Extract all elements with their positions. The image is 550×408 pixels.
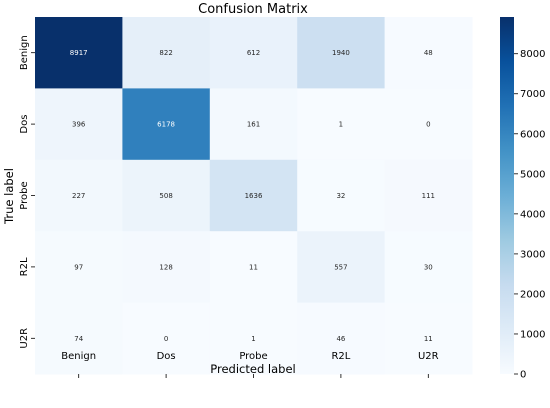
cell-value-label: 46 (336, 335, 345, 343)
heatmap-cell (209, 302, 298, 375)
heatmap-cell (122, 302, 211, 375)
cell-value-label: 11 (424, 335, 433, 343)
heatmap-cell (209, 159, 298, 232)
colorbar-tick-label: 0 (520, 370, 526, 381)
heatmap-cell (297, 302, 386, 375)
x-tick-label: U2R (418, 351, 439, 362)
x-tick-label: Probe (239, 351, 267, 362)
y-tick-label: R2L (19, 257, 30, 276)
colorbar-tick-label: 6000 (520, 129, 545, 140)
heatmap-cell (35, 231, 123, 304)
cell-value-label: 227 (72, 192, 85, 200)
heatmap-cell (297, 88, 386, 161)
heatmap-cell (209, 231, 298, 304)
cell-value-label: 557 (334, 263, 347, 271)
cell-value-label: 11 (249, 263, 258, 271)
colorbar-tick-label: 7000 (520, 89, 545, 100)
cell-value-label: 1636 (245, 192, 263, 200)
cell-value-label: 1940 (332, 49, 350, 57)
heatmap-cell (209, 88, 298, 161)
cell-value-label: 1 (251, 335, 255, 343)
cell-value-label: 111 (422, 192, 435, 200)
chart-title: Confusion Matrix (198, 2, 308, 17)
y-axis-label: True label (2, 168, 16, 225)
colorbar-tick-label: 2000 (520, 289, 545, 300)
heatmap-cell (122, 17, 211, 89)
y-tick-label: Probe (19, 181, 30, 209)
cell-value-label: 508 (159, 192, 172, 200)
heatmap-cell (297, 231, 386, 304)
cell-value-label: 8917 (70, 49, 88, 57)
y-tick-label: Dos (19, 115, 30, 134)
y-tick-label: Benign (19, 35, 30, 70)
cell-value-label: 32 (336, 192, 345, 200)
cell-value-label: 97 (74, 263, 83, 271)
heatmap-cell (35, 88, 123, 161)
y-tick-label: U2R (19, 328, 30, 349)
heatmap-cell (122, 159, 211, 232)
heatmap-cell (384, 302, 473, 375)
colorbar-tick-label: 5000 (520, 169, 545, 180)
heatmap-cell (297, 17, 386, 89)
cell-value-label: 128 (159, 263, 172, 271)
heatmap-cell (297, 159, 386, 232)
heatmap-cell (122, 231, 211, 304)
cell-value-label: 1 (339, 121, 343, 129)
heatmap-cell (209, 17, 298, 89)
colorbar-tick-label: 3000 (520, 249, 545, 260)
cell-value-label: 0 (164, 335, 168, 343)
cell-value-label: 822 (159, 49, 172, 57)
cell-value-label: 396 (72, 121, 86, 129)
heatmap-cell (384, 159, 473, 232)
x-tick-label: Dos (157, 351, 176, 362)
cell-value-label: 0 (426, 121, 430, 129)
heatmap-cell (384, 17, 473, 89)
cell-value-label: 6178 (157, 121, 175, 129)
colorbar-tick-label: 8000 (520, 49, 545, 60)
x-tick-label: R2L (331, 351, 350, 362)
colorbar-tick-label: 1000 (520, 329, 545, 340)
x-axis-ticks: Benign Dos Probe R2L U2R (61, 351, 439, 378)
heatmap-cell (384, 88, 473, 161)
cell-value-label: 30 (424, 263, 433, 271)
colorbar-tick-label: 4000 (520, 209, 545, 220)
cell-value-label: 612 (247, 49, 260, 57)
heatmap-cell (122, 88, 211, 161)
y-axis-ticks: Benign Dos Probe R2L U2R (19, 35, 35, 349)
x-tick-label: Benign (61, 351, 96, 362)
cell-value-label: 48 (424, 49, 433, 57)
heatmap-cell (35, 302, 123, 375)
heatmap-cells: 8917 822 612 1940 48 396 6178 161 1 0 227 508 1636 32… (35, 17, 473, 375)
heatmap-cell (35, 159, 123, 232)
cell-value-label: 74 (74, 335, 83, 343)
heatmap-cell (384, 231, 473, 304)
colorbar (500, 17, 514, 374)
cell-value-label: 161 (247, 121, 260, 129)
x-axis-label: Predicted label (210, 362, 295, 376)
heatmap-cell (35, 17, 123, 89)
colorbar-ticks: 0 1000 2000 3000 4000 5000 6000 7000 8000 (514, 49, 545, 381)
